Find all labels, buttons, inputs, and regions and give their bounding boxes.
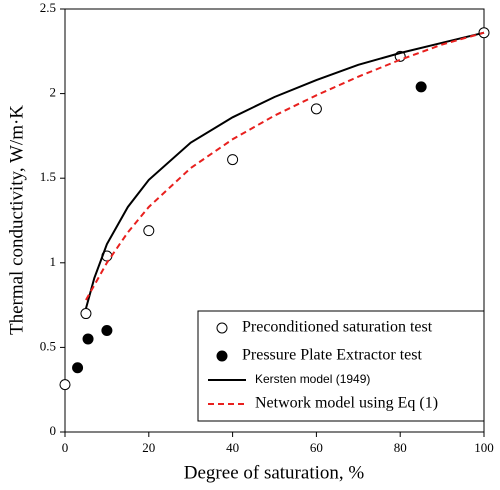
legend-label: Network model using Eq (1) (255, 395, 438, 412)
data-point (415, 81, 427, 93)
data-point (82, 333, 94, 345)
y-tick-label: 1 (50, 254, 57, 269)
x-tick-label: 60 (310, 440, 323, 455)
y-axis-label: Thermal conductivity, W/m·K (6, 105, 27, 335)
x-tick-label: 100 (474, 440, 494, 455)
y-tick-label: 2.5 (40, 0, 56, 15)
plot-frame (64, 8, 485, 433)
y-tick-label: 1.5 (40, 169, 56, 184)
x-tick-label: 20 (142, 440, 155, 455)
y-tick-label: 2 (50, 85, 57, 100)
x-tick-label: 40 (226, 440, 239, 455)
y-tick-label: 0 (50, 423, 57, 438)
line-series (84, 31, 485, 309)
data-point (59, 379, 71, 391)
data-point (101, 324, 113, 336)
x-tick-label: 80 (394, 440, 407, 455)
data-point (143, 225, 155, 237)
legend-box (197, 310, 485, 422)
data-point (80, 308, 92, 320)
legend-label: Kersten model (1949) (255, 372, 370, 386)
legend-swatch (216, 350, 228, 362)
legend-label: Preconditioned saturation test (242, 319, 433, 336)
x-tick-label: 0 (62, 440, 69, 455)
data-point (310, 103, 322, 115)
legend-swatch (216, 322, 228, 334)
y-tick-label: 0.5 (40, 338, 56, 353)
data-point (227, 154, 239, 166)
legend-label: Pressure Plate Extractor test (242, 347, 423, 364)
line-series (85, 31, 485, 301)
data-point (72, 362, 84, 374)
x-axis-label: Degree of saturation, % (184, 462, 365, 483)
